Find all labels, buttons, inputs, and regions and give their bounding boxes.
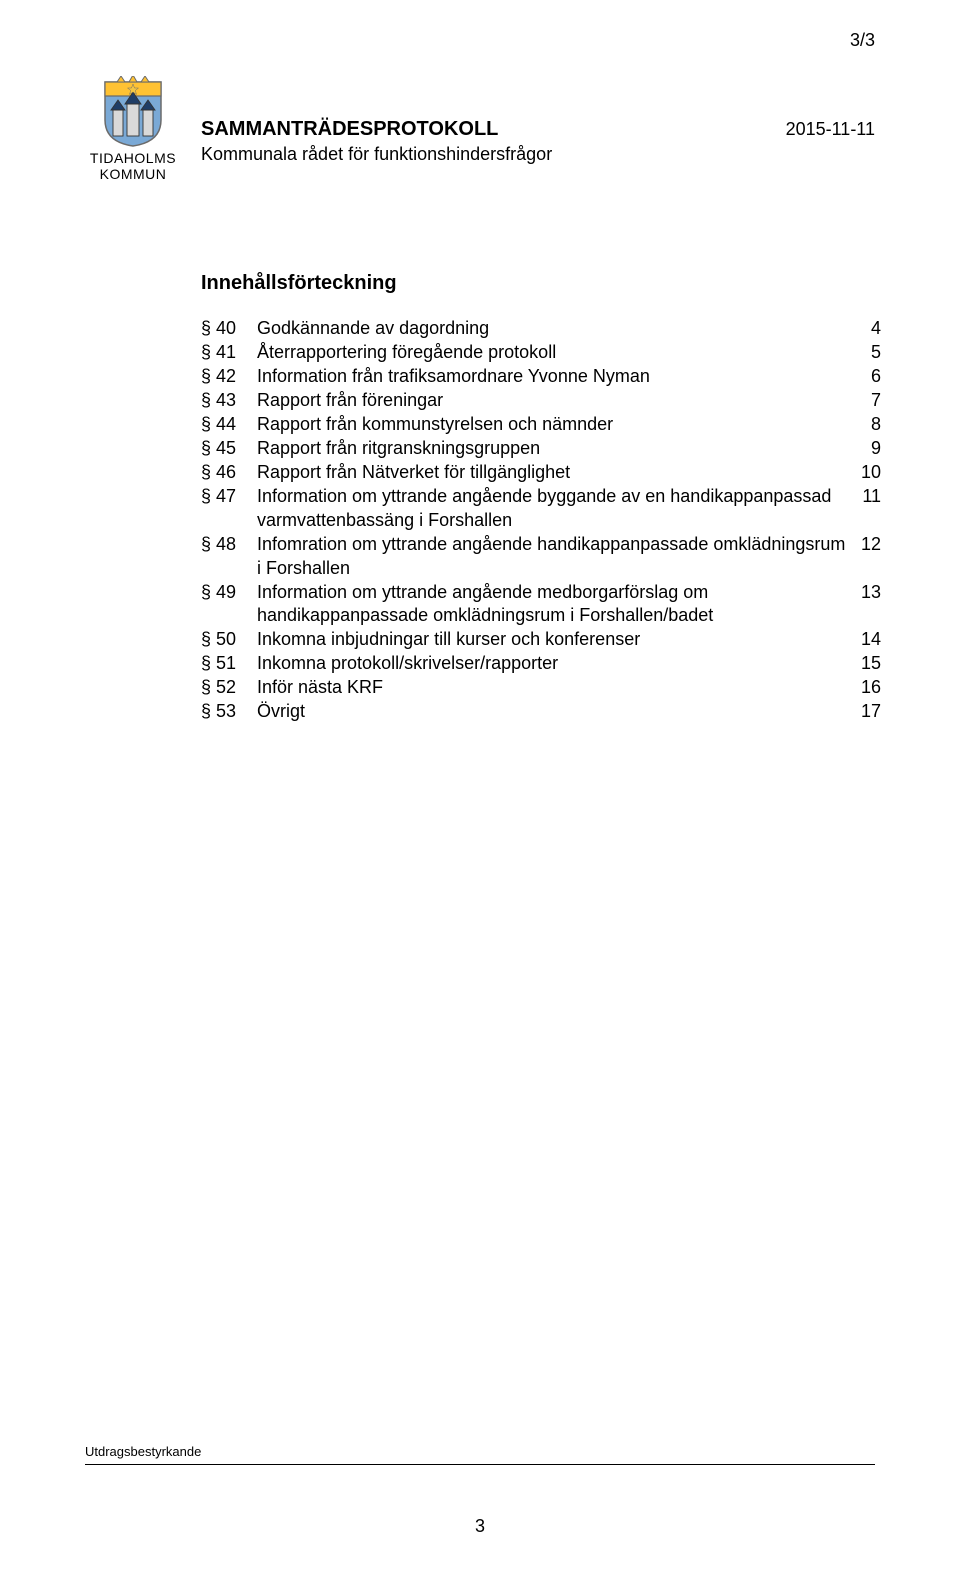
footer-label: Utdragsbestyrkande — [85, 1444, 201, 1459]
toc-page: 8 — [847, 413, 881, 437]
toc-title: Övrigt — [257, 700, 847, 724]
toc-section: § 41 — [201, 341, 257, 365]
toc-row: § 40Godkännande av dagordning4 — [201, 317, 881, 341]
doc-date: 2015-11-11 — [786, 119, 875, 140]
toc-table: § 40Godkännande av dagordning4§ 41Återra… — [201, 317, 881, 724]
toc-title: Information om yttrande angående medborg… — [257, 581, 847, 629]
toc-section: § 43 — [201, 389, 257, 413]
toc-row: § 48Infomration om yttrande angående han… — [201, 533, 881, 581]
toc-page: 4 — [847, 317, 881, 341]
toc-title: Rapport från kommunstyrelsen och nämnder — [257, 413, 847, 437]
toc-page: 17 — [847, 700, 881, 724]
toc-section: § 45 — [201, 437, 257, 461]
toc-section: § 52 — [201, 676, 257, 700]
toc-section: § 40 — [201, 317, 257, 341]
toc-title: Rapport från Nätverket för tillgänglighe… — [257, 461, 847, 485]
content-area: Innehållsförteckning § 40Godkännande av … — [201, 272, 881, 724]
logo-line1: TIDAHOLMS — [90, 150, 176, 166]
logo-line2: KOMMUN — [90, 166, 176, 182]
toc-page: 16 — [847, 676, 881, 700]
toc-row: § 42Information från trafiksamordnare Yv… — [201, 365, 881, 389]
toc-row: § 47Information om yttrande angående byg… — [201, 485, 881, 533]
title-column: SAMMANTRÄDESPROTOKOLL 2015-11-11 Kommuna… — [181, 76, 875, 165]
toc-section: § 48 — [201, 533, 257, 581]
toc-title: Information om yttrande angående byggand… — [257, 485, 847, 533]
toc-section: § 46 — [201, 461, 257, 485]
toc-row: § 49Information om yttrande angående med… — [201, 581, 881, 629]
header-block: TIDAHOLMS KOMMUN SAMMANTRÄDESPROTOKOLL 2… — [85, 76, 875, 182]
toc-row: § 44Rapport från kommunstyrelsen och näm… — [201, 413, 881, 437]
title-row: SAMMANTRÄDESPROTOKOLL 2015-11-11 — [201, 118, 875, 141]
crest-icon — [101, 76, 165, 148]
toc-title: Godkännande av dagordning — [257, 317, 847, 341]
toc-section: § 47 — [201, 485, 257, 533]
toc-row: § 41Återrapportering föregående protokol… — [201, 341, 881, 365]
footer-page-number: 3 — [0, 1516, 960, 1537]
toc-heading: Innehållsförteckning — [201, 272, 881, 295]
toc-title: Inför nästa KRF — [257, 676, 847, 700]
toc-title: Information från trafiksamordnare Yvonne… — [257, 365, 847, 389]
page: 3/3 — [0, 0, 960, 1581]
toc-page: 12 — [847, 533, 881, 581]
toc-row: § 43Rapport från föreningar7 — [201, 389, 881, 413]
logo-text: TIDAHOLMS KOMMUN — [90, 150, 176, 182]
toc-row: § 50Inkomna inbjudningar till kurser och… — [201, 628, 881, 652]
doc-title: SAMMANTRÄDESPROTOKOLL — [201, 118, 498, 141]
toc-section: § 44 — [201, 413, 257, 437]
toc-title: Återrapportering föregående protokoll — [257, 341, 847, 365]
toc-title: Rapport från ritgranskningsgruppen — [257, 437, 847, 461]
toc-page: 15 — [847, 652, 881, 676]
toc-section: § 42 — [201, 365, 257, 389]
toc-row: § 53Övrigt17 — [201, 700, 881, 724]
toc-title: Infomration om yttrande angående handika… — [257, 533, 847, 581]
toc-title: Inkomna protokoll/skrivelser/rapporter — [257, 652, 847, 676]
toc-page: 11 — [847, 485, 881, 533]
toc-row: § 52Inför nästa KRF16 — [201, 676, 881, 700]
toc-title: Inkomna inbjudningar till kurser och kon… — [257, 628, 847, 652]
toc-section: § 50 — [201, 628, 257, 652]
toc-title: Rapport från föreningar — [257, 389, 847, 413]
doc-subtitle: Kommunala rådet för funktionshindersfråg… — [201, 144, 875, 165]
logo-column: TIDAHOLMS KOMMUN — [85, 76, 181, 182]
toc-page: 9 — [847, 437, 881, 461]
footer-line — [85, 1464, 875, 1465]
toc-page: 5 — [847, 341, 881, 365]
toc-row: § 46Rapport från Nätverket för tillgängl… — [201, 461, 881, 485]
page-number-top: 3/3 — [850, 30, 875, 51]
toc-page: 6 — [847, 365, 881, 389]
toc-section: § 49 — [201, 581, 257, 629]
toc-row: § 45Rapport från ritgranskningsgruppen9 — [201, 437, 881, 461]
toc-section: § 53 — [201, 700, 257, 724]
toc-section: § 51 — [201, 652, 257, 676]
toc-page: 13 — [847, 581, 881, 629]
toc-page: 7 — [847, 389, 881, 413]
toc-page: 10 — [847, 461, 881, 485]
toc-row: § 51Inkomna protokoll/skrivelser/rapport… — [201, 652, 881, 676]
toc-page: 14 — [847, 628, 881, 652]
